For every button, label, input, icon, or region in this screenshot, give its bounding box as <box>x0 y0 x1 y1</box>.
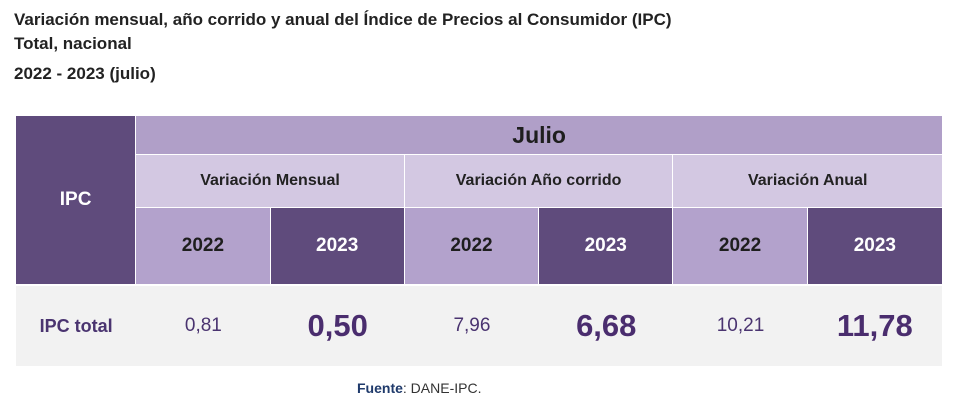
ipc-row-header: IPC <box>16 116 137 284</box>
value-annual-2022: 10,21 <box>673 284 808 366</box>
table-row: IPC total 0,81 0,50 7,96 6,68 10,21 11,7… <box>16 284 942 366</box>
source-label: Fuente <box>357 380 403 396</box>
year-header-row: 2022 2023 2022 2023 2022 2023 <box>16 208 942 284</box>
source-separator: : <box>402 380 407 396</box>
value-annual-2023: 11,78 <box>807 284 942 366</box>
year-header-monthly-2023: 2023 <box>270 208 405 284</box>
title-block: Variación mensual, año corrido y anual d… <box>14 8 672 86</box>
source-note: Fuente: DANE-IPC. <box>357 380 481 396</box>
variation-monthly-header: Variación Mensual <box>136 155 405 208</box>
table-subtitle: Total, nacional <box>14 34 132 53</box>
month-header: Julio <box>136 116 942 155</box>
table-period: 2022 - 2023 (julio) <box>14 64 156 83</box>
year-header-ytd-2022: 2022 <box>404 208 540 284</box>
year-header-annual-2023: 2023 <box>807 208 942 284</box>
year-header-annual-2022: 2022 <box>673 208 808 284</box>
value-monthly-2022: 0,81 <box>136 284 271 366</box>
value-ytd-2022: 7,96 <box>404 284 540 366</box>
variation-ytd-header: Variación Año corrido <box>404 155 674 208</box>
table-title: Variación mensual, año corrido y anual d… <box>14 10 672 29</box>
source-text: DANE-IPC. <box>406 380 482 396</box>
year-header-ytd-2023: 2023 <box>539 208 674 284</box>
variation-annual-header: Variación Anual <box>673 155 942 208</box>
variation-header-row: Variación Mensual Variación Año corrido … <box>16 155 942 208</box>
ipc-table: IPC Julio Variación Mensual Variación Añ… <box>16 116 942 366</box>
year-header-monthly-2022: 2022 <box>136 208 271 284</box>
month-header-row: IPC Julio <box>16 116 942 284</box>
value-ytd-2023: 6,68 <box>539 284 674 366</box>
value-monthly-2023: 0,50 <box>270 284 405 366</box>
row-label-ipc-total: IPC total <box>16 284 137 366</box>
